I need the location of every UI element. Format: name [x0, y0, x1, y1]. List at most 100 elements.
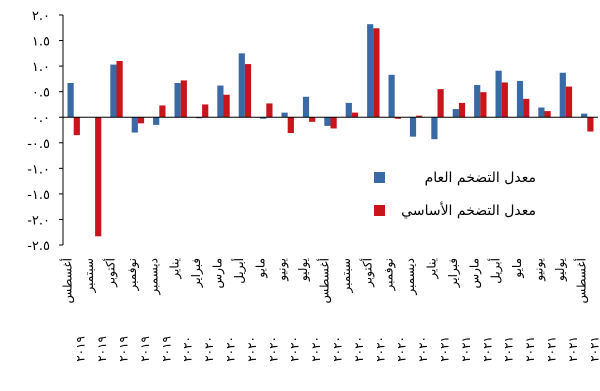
x-tick-label-month: أكتوبر — [103, 258, 119, 288]
bar-headline — [239, 53, 245, 117]
x-tick-label-month: سبتمبر — [339, 258, 354, 293]
bar-core — [117, 61, 123, 117]
x-tick-label-month: يناير — [425, 258, 440, 280]
bar-headline — [581, 114, 587, 118]
bar-headline — [367, 24, 373, 117]
x-axis-labels: أغسطس ٢٠١٩ سبتمبر ٢٠١٩ أكتوبر ٢٠١٩ نوفمبر ٢٠١٩ د… — [60, 258, 600, 362]
bar-headline — [132, 117, 138, 132]
bar-core — [502, 82, 508, 117]
bar-headline — [410, 117, 416, 136]
bar-core — [288, 117, 294, 133]
x-tick-label-year: ٢٠٢١ — [523, 336, 537, 362]
x-tick-label-month: أغسطس — [60, 258, 76, 303]
y-tick-label: ٠.٥ — [32, 86, 50, 101]
x-tick-label-month: يونيو — [275, 258, 290, 282]
x-tick-label-year: ٢٠١٩ — [159, 336, 173, 362]
bar-headline — [431, 117, 437, 139]
x-tick-label-year: ٢٠١٩ — [117, 336, 131, 362]
legend: معدل التضخم العام معدل التضخم الأساسي — [374, 170, 536, 219]
x-tick-label-year: ٢٠٢١ — [459, 336, 473, 362]
x-tick-label-year: ٢٠٢١ — [587, 336, 600, 362]
bar-core — [459, 103, 465, 117]
bar-headline — [110, 65, 116, 118]
x-tick-label-year: ٢٠٢٠ — [266, 336, 280, 362]
bar-core — [138, 117, 144, 123]
bar-headline — [324, 117, 330, 126]
y-tick-label: -٢.٥ — [27, 239, 50, 254]
bar-headline — [175, 83, 181, 117]
bar-core — [309, 117, 315, 122]
bar-headline — [217, 86, 223, 118]
bar-headline — [517, 81, 523, 117]
y-tick-label: ٢.٠ — [32, 9, 50, 24]
x-tick-label-year: ٢٠٢١ — [502, 336, 516, 362]
x-tick-label-month: يونيو — [532, 258, 547, 282]
x-tick-label-year: ٢٠٢١ — [480, 336, 494, 362]
x-tick-label-year: ٢٠٢٠ — [416, 336, 430, 362]
x-tick-label-year: ٢٠٢٠ — [331, 336, 345, 362]
x-tick-label-month: يوليو — [296, 258, 311, 282]
x-tick-label-year: ٢٠١٩ — [95, 336, 109, 362]
x-tick-label-month: يناير — [168, 258, 183, 280]
x-tick-label-month: أكتوبر — [359, 258, 375, 288]
x-tick-label-year: ٢٠٢١ — [438, 336, 452, 362]
y-tick-label: ١.٠ — [32, 60, 50, 75]
bar-core — [74, 117, 80, 135]
bar-headline — [303, 97, 309, 117]
x-tick-label-year: ٢٠٢٠ — [309, 336, 323, 362]
bar-headline — [68, 83, 74, 117]
bar-core — [202, 104, 208, 117]
x-tick-label-year: ٢٠٢٠ — [395, 336, 409, 362]
bar-headline — [282, 113, 288, 118]
x-tick-label-year: ٢٠٢٠ — [181, 336, 195, 362]
y-tick-label: ٠.٠ — [32, 111, 50, 126]
x-tick-label-month: أبريل — [488, 258, 504, 284]
x-tick-label-month: فبراير — [446, 258, 461, 288]
x-tick-label-year: ٢٠٢٠ — [224, 336, 238, 362]
x-tick-label-month: ديسمبر — [146, 258, 161, 296]
x-tick-label-month: مارس — [467, 258, 482, 289]
y-tick-label: -٠.٥ — [27, 137, 50, 152]
x-tick-label-month: مايو — [253, 258, 268, 279]
bar-core — [352, 113, 358, 118]
legend-swatch-core — [374, 205, 385, 216]
bar-core — [545, 111, 551, 117]
bar-core — [480, 92, 486, 117]
bar-core — [95, 117, 101, 236]
bar-headline — [560, 73, 566, 117]
legend-label-core: معدل التضخم الأساسي — [401, 201, 536, 219]
bar-core — [331, 117, 337, 128]
bar-headline — [346, 103, 352, 117]
x-tick-label-year: ٢٠٢٠ — [202, 336, 216, 362]
y-tick-label: -٢.٠ — [27, 213, 50, 228]
legend-label-headline: معدل التضخم العام — [425, 170, 536, 186]
bar-headline — [153, 117, 159, 125]
bar-core — [159, 105, 165, 117]
x-tick-label-month: سبتمبر — [82, 258, 97, 293]
x-tick-label-month: فبراير — [189, 258, 204, 288]
bar-core — [245, 64, 251, 117]
x-tick-label-year: ٢٠١٩ — [74, 336, 88, 362]
x-tick-label-month: مايو — [510, 258, 525, 279]
x-tick-label-year: ٢٠١٩ — [138, 336, 152, 362]
x-tick-label-year: ٢٠٢٠ — [245, 336, 259, 362]
bar-headline — [453, 109, 459, 117]
x-tick-label-month: أبريل — [231, 258, 247, 284]
x-tick-label-month: يوليو — [553, 258, 568, 282]
x-tick-label-year: ٢٠٢٠ — [352, 336, 366, 362]
bar-core — [373, 28, 379, 117]
x-tick-label-month: أغسطس — [317, 258, 333, 303]
x-tick-label-year: ٢٠٢٠ — [288, 336, 302, 362]
y-axis-ticks: ٢.٠١.٥١.٠٠.٥٠.٠-٠.٥-١.٠-١.٥-٢.٠-٢.٥ — [27, 9, 63, 254]
y-tick-label: -١.٥ — [27, 188, 50, 203]
x-tick-label-month: ديسمبر — [403, 258, 418, 296]
bar-headline — [474, 85, 480, 117]
x-tick-label-year: ٢٠٢١ — [566, 336, 580, 362]
x-tick-label-month: نوفمبر — [125, 258, 140, 291]
legend-swatch-headline — [374, 172, 385, 183]
x-tick-label-year: ٢٠٢١ — [545, 336, 559, 362]
x-tick-label-month: نوفمبر — [382, 258, 397, 291]
y-tick-label: ١.٥ — [32, 35, 50, 50]
